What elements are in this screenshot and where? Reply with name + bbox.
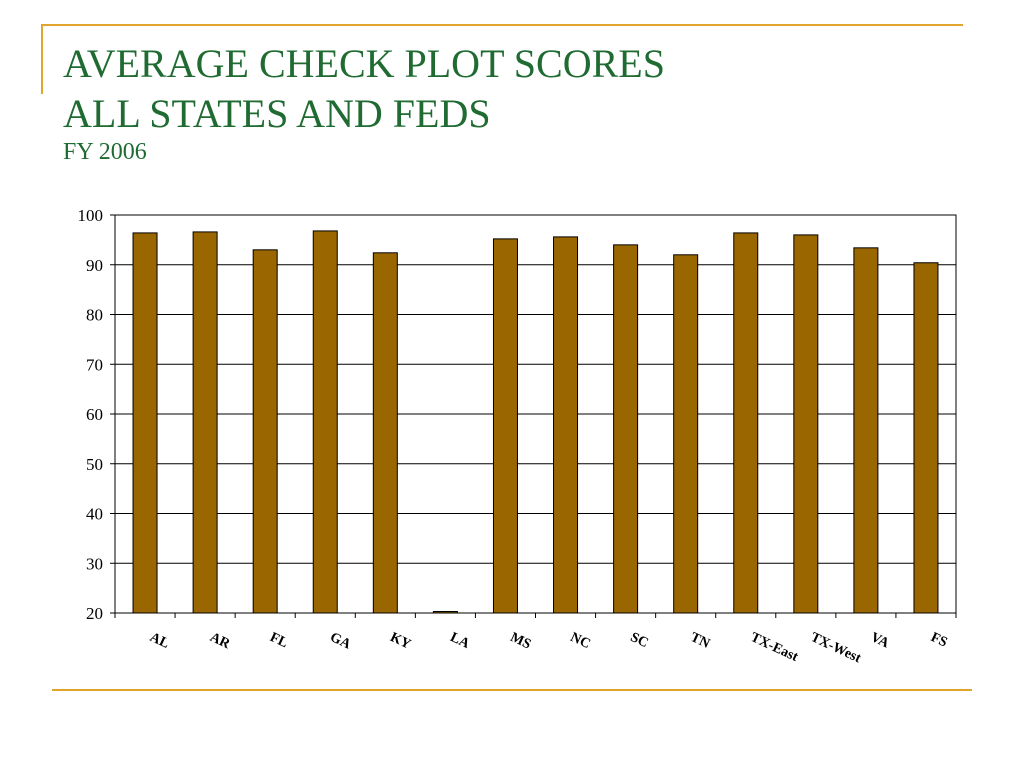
y-tick-label: 60 xyxy=(86,405,103,424)
bar-ar xyxy=(192,231,218,614)
y-tick-label: 80 xyxy=(86,306,103,325)
y-tick-label: 90 xyxy=(86,256,103,275)
bar-ms xyxy=(492,238,518,614)
bar-tn xyxy=(673,254,699,614)
x-tick-label: TX-West xyxy=(808,630,863,666)
y-tick-label: 40 xyxy=(86,505,103,524)
x-tick-label: FS xyxy=(928,630,949,651)
x-tick-label: TN xyxy=(688,630,712,652)
bar-fs xyxy=(913,262,939,614)
bars xyxy=(132,230,939,614)
x-tick-label: LA xyxy=(448,630,473,652)
x-tick-label: FL xyxy=(267,630,290,651)
accent-line-left xyxy=(41,24,43,94)
x-tick-label: SC xyxy=(628,630,651,651)
bar-sc xyxy=(613,244,639,614)
x-tick-label: GA xyxy=(328,630,354,653)
axes: 20 30 40 50 60 70 80 90 100 AL AR FL GA KY LA MS NC SC TN T… xyxy=(78,206,957,666)
bar-tx-west xyxy=(793,234,819,614)
chart-title-line-1: AVERAGE CHECK PLOT SCORES xyxy=(63,41,665,86)
x-tick-label: VA xyxy=(868,630,892,652)
bar-va xyxy=(853,247,879,614)
chart-subtitle: FY 2006 xyxy=(63,139,147,165)
y-tick-label: 20 xyxy=(86,604,103,623)
chart-title-line-2: ALL STATES AND FEDS xyxy=(63,91,491,136)
y-tick-label: 100 xyxy=(78,206,104,225)
bar-nc xyxy=(553,236,579,614)
gridlines xyxy=(115,214,956,614)
y-tick-label: 30 xyxy=(86,554,103,573)
x-tick-label: KY xyxy=(388,630,413,652)
accent-line-top xyxy=(42,24,963,26)
y-tick-label: 70 xyxy=(86,355,103,374)
bar-ky xyxy=(372,252,398,614)
bar-fl xyxy=(252,249,278,614)
bar-ga xyxy=(312,230,338,614)
x-tick-label: AL xyxy=(147,630,171,652)
x-tick-label: NC xyxy=(568,630,593,652)
bar-tx-east xyxy=(733,232,759,614)
x-tick-label: TX-East xyxy=(748,630,800,665)
x-tick-label: AR xyxy=(207,630,232,653)
x-tick-label: MS xyxy=(508,630,534,653)
y-tick-label: 50 xyxy=(86,455,103,474)
bar-al xyxy=(132,232,158,614)
accent-line-bottom xyxy=(52,689,972,691)
